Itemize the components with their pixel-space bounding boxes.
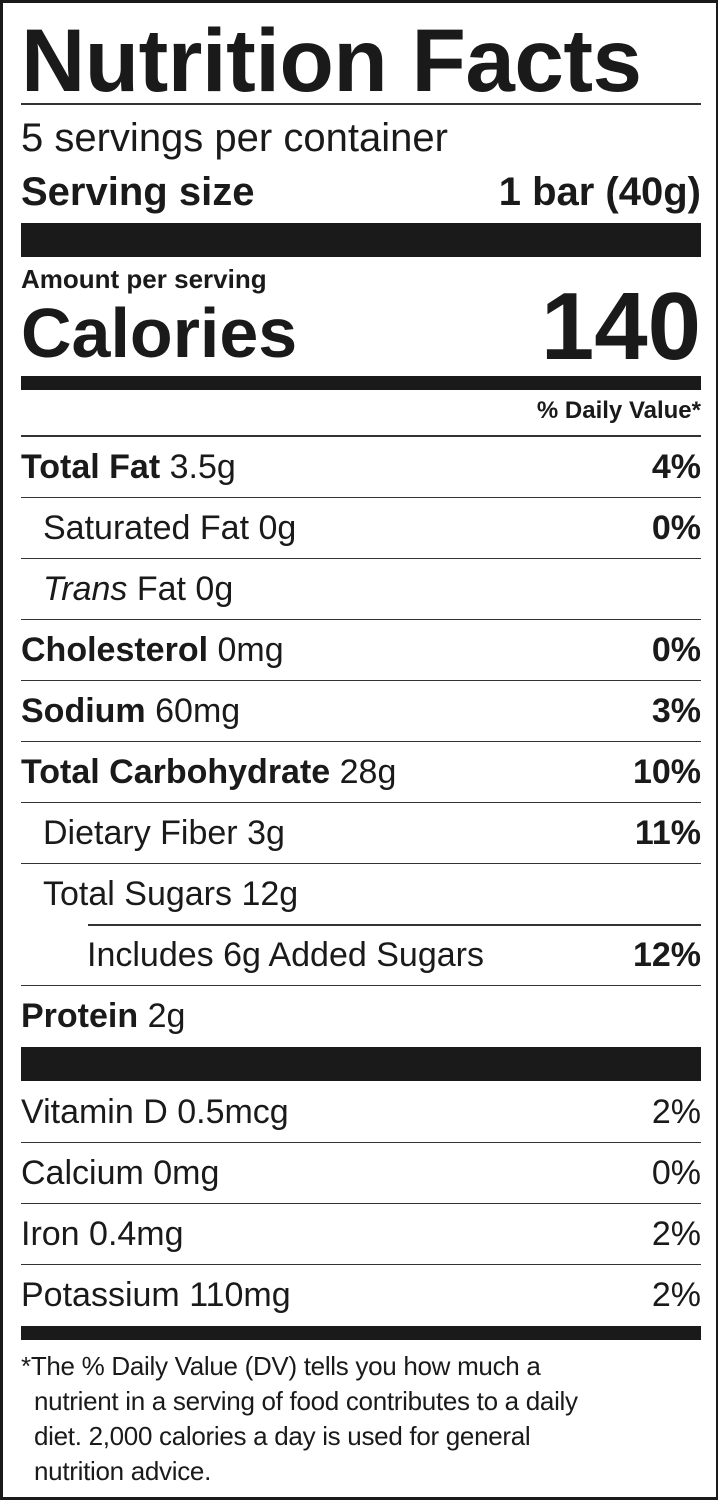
nutrient-row-total-carbohydrate: Total Carbohydrate 28g 10%: [21, 742, 701, 803]
nutrient-amount: 2g: [147, 997, 186, 1035]
nutrient-name: Saturated Fat: [43, 508, 250, 547]
nutrient-amount: 0g: [258, 508, 297, 547]
footnote-line: nutrient in a serving of food contribute…: [34, 1386, 578, 1416]
nutrient-name: Total Fat: [21, 447, 161, 486]
nutrient-amount: 12g: [241, 875, 299, 913]
nutrient-row-total-fat: Total Fat 3.5g 4%: [21, 437, 701, 498]
vitamin-row-iron: Iron 0.4mg 2%: [21, 1204, 701, 1265]
nutrient-dv: 0%: [651, 508, 701, 547]
nutrient-amount: 3g: [247, 813, 285, 852]
vitamin-row-calcium: Calcium 0mg 0%: [21, 1143, 701, 1204]
footnote-line: nutrition advice.: [34, 1456, 212, 1486]
nutrient-row-dietary-fiber: Dietary Fiber 3g 11%: [21, 803, 701, 864]
vitamin-name: Iron: [21, 1214, 80, 1253]
daily-value-header: % Daily Value*: [536, 397, 701, 424]
nutrient-name: Dietary Fiber: [43, 813, 238, 852]
nutrient-dv: 0%: [651, 630, 701, 669]
nutrient-row-added-sugars: Includes 6g Added Sugars 12%: [21, 925, 701, 986]
nutrient-name: Protein: [21, 997, 139, 1035]
divider: [21, 103, 701, 105]
vitamin-dv: 0%: [651, 1153, 701, 1192]
vitamin-dv: 2%: [651, 1092, 701, 1131]
calories-row: Calories 140: [21, 273, 701, 380]
serving-size-label: Serving size: [21, 170, 255, 214]
nutrient-row-cholesterol: Cholesterol 0mg 0%: [21, 620, 701, 681]
vitamin-row-potassium: Potassium 110mg 2%: [21, 1265, 701, 1326]
vitamin-dv: 2%: [651, 1214, 701, 1253]
nutrient-row-trans-fat: Trans Fat 0g: [21, 559, 701, 620]
nutrient-row-total-sugars: Total Sugars 12g: [21, 864, 701, 925]
calories-label: Calories: [21, 294, 298, 372]
amount-per-serving: Amount per serving: [21, 264, 267, 294]
nutrient-dv: 10%: [632, 752, 701, 791]
serving-size-value: 1 bar (40g): [498, 170, 701, 214]
nutrient-name: Total Sugars: [43, 875, 232, 913]
nutrient-name: Includes 6g Added Sugars: [87, 935, 484, 974]
nutrient-name-rest: Fat: [136, 569, 186, 608]
vitamin-dv: 2%: [651, 1276, 701, 1314]
calories-value: 140: [540, 273, 701, 380]
nutrient-name: Cholesterol: [21, 630, 209, 669]
vitamin-name: Potassium: [21, 1276, 180, 1314]
nutrient-dv: 4%: [651, 447, 701, 486]
vitamin-amount: 110mg: [189, 1276, 291, 1314]
nutrient-dv: 11%: [634, 813, 701, 852]
nutrient-dv: 3%: [651, 691, 701, 730]
vitamin-amount: 0.4mg: [89, 1214, 184, 1253]
nutrient-dv: 12%: [632, 935, 701, 974]
thick-divider: [21, 1047, 701, 1081]
footnote-line: diet. 2,000 calories a day is used for g…: [34, 1421, 531, 1451]
nutrient-amount: 0mg: [217, 630, 284, 669]
medium-divider: [21, 1326, 701, 1340]
nutrient-amount: 3.5g: [169, 447, 236, 486]
servings-per-container: 5 servings per container: [21, 116, 448, 160]
medium-divider: [21, 376, 701, 390]
vitamin-name: Vitamin D: [21, 1092, 168, 1131]
thick-divider: [21, 223, 701, 257]
footnote-line: *The % Daily Value (DV) tells you how mu…: [21, 1351, 541, 1381]
nutrient-name: Sodium: [21, 691, 146, 730]
nutrient-amount: 60mg: [155, 691, 241, 730]
vitamin-row-vitamin-d: Vitamin D 0.5mcg 2%: [21, 1082, 701, 1143]
daily-value-footnote: *The % Daily Value (DV) tells you how mu…: [21, 1349, 701, 1489]
nutrient-name: Trans: [43, 569, 128, 608]
nutrient-name: Total Carbohydrate: [21, 752, 331, 791]
vitamin-amount: 0.5mcg: [177, 1092, 289, 1131]
label-title: Nutrition Facts: [21, 10, 642, 110]
serving-size: Serving size 1 bar (40g): [21, 169, 701, 215]
nutrient-amount: 0g: [195, 569, 234, 608]
vitamin-amount: 0mg: [153, 1153, 220, 1192]
nutrient-amount: 28g: [339, 752, 397, 791]
divider: [21, 435, 701, 437]
nutrient-row-saturated-fat: Saturated Fat 0g 0%: [21, 498, 701, 559]
nutrient-row-protein: Protein 2g: [21, 986, 701, 1047]
vitamin-name: Calcium: [21, 1153, 144, 1192]
divider: [88, 924, 701, 926]
nutrient-row-sodium: Sodium 60mg 3%: [21, 681, 701, 742]
